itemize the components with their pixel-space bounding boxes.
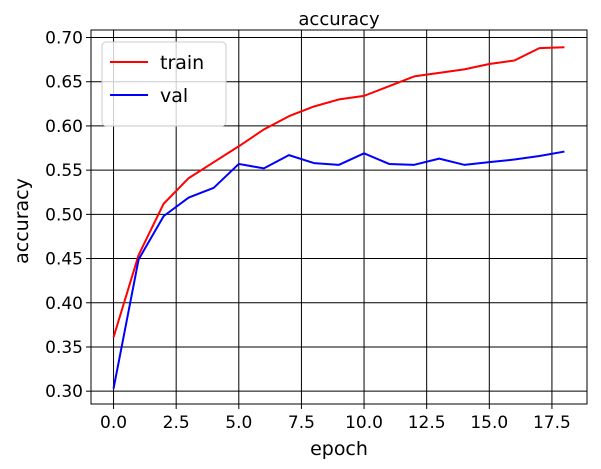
x-tick-label: 17.5 <box>533 413 571 433</box>
x-tick-label: 0.0 <box>100 413 127 433</box>
x-tick-label: 12.5 <box>408 413 446 433</box>
legend-label-train: train <box>160 52 204 74</box>
y-axis-label: accuracy <box>11 178 33 264</box>
y-tick-label: 0.55 <box>45 161 83 181</box>
series-layer <box>112 46 565 389</box>
legend-label-val: val <box>160 85 188 107</box>
grid-layer <box>91 30 587 404</box>
chart-title: accuracy <box>298 9 380 30</box>
series-line-train <box>112 46 565 338</box>
x-axis-label: epoch <box>310 438 368 460</box>
x-tick-label: 5.0 <box>225 413 252 433</box>
y-tick-label: 0.50 <box>45 205 83 225</box>
series-line-val <box>112 150 565 389</box>
y-tick-label: 0.30 <box>45 382 83 402</box>
y-tick-label: 0.45 <box>45 250 83 270</box>
tick-layer: 0.0 2.5 5.0 7.5 10.0 12.5 15.0 17.5 0.30 0.35 0.40… <box>45 29 571 433</box>
y-tick-label: 0.40 <box>45 294 83 314</box>
legend: train val <box>101 41 227 127</box>
y-tick-label: 0.70 <box>45 29 83 49</box>
y-tick-label: 0.60 <box>45 117 83 137</box>
plot-frame <box>90 29 588 405</box>
x-tick-label: 15.0 <box>470 413 508 433</box>
x-tick-label: 10.0 <box>345 413 383 433</box>
y-tick-label: 0.65 <box>45 73 83 93</box>
x-tick-label: 2.5 <box>163 413 190 433</box>
y-tick-label: 0.35 <box>45 338 83 358</box>
x-tick-label: 7.5 <box>288 413 315 433</box>
